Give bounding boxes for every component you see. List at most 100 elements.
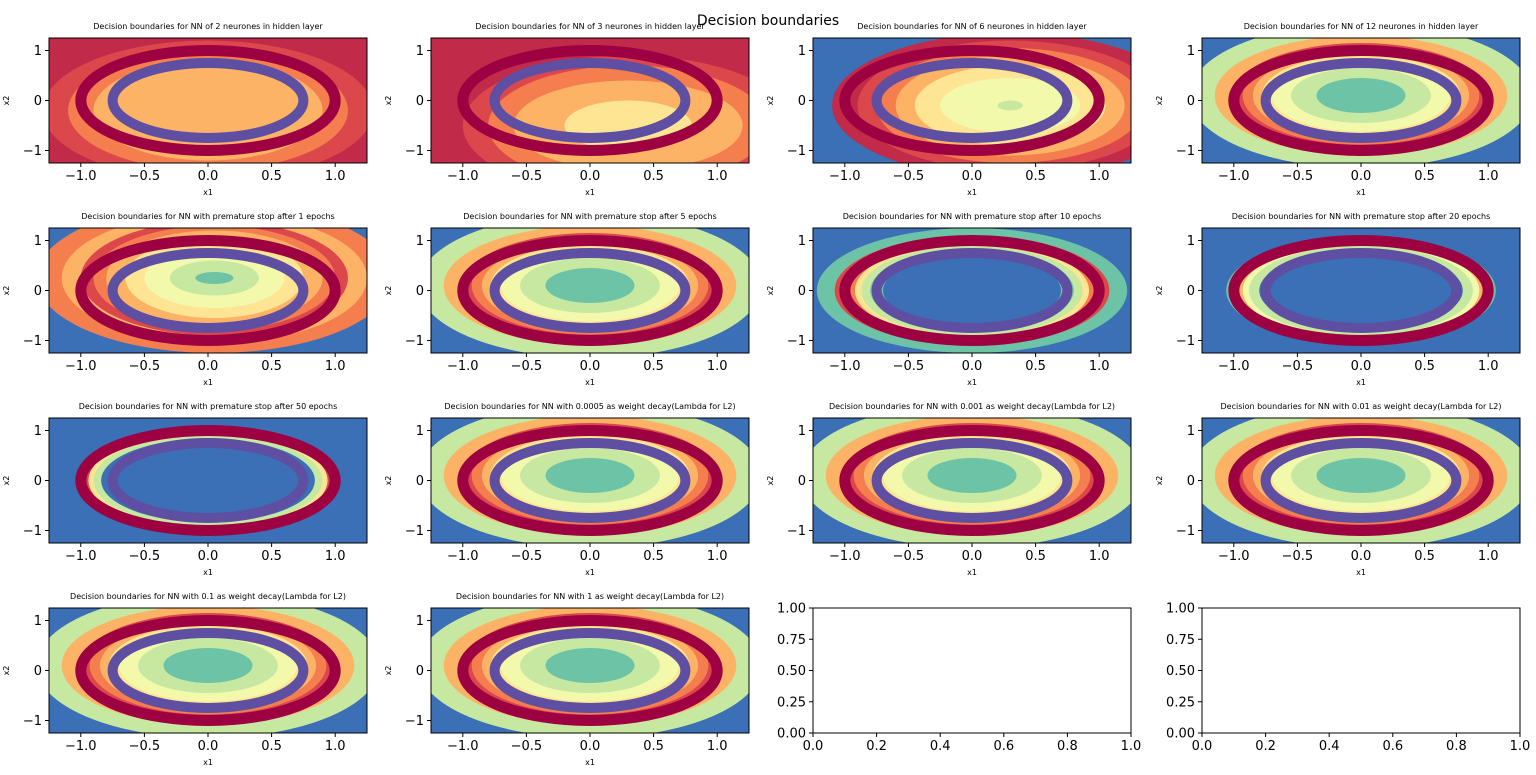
y-tick-label: 0: [798, 474, 806, 489]
y-tick-label: 1: [798, 424, 806, 439]
outer-ring-points: [839, 235, 1105, 346]
y-axis-label: x2: [2, 96, 11, 106]
x-tick-label: 0.5: [643, 549, 664, 564]
x-tick-label: 0.5: [261, 739, 282, 754]
subplot-2: −1.0 −0.5 0.0 0.5 1.0 −1 0 1 Decision boundaries…: [384, 22, 750, 197]
y-tick-label: 0: [416, 664, 424, 679]
x-tick-label: 1.0: [1089, 359, 1110, 374]
x-tick-label: 0.0: [198, 739, 219, 754]
y-axis-label: x2: [2, 476, 11, 486]
y-axis-label: x2: [384, 476, 393, 486]
y-tick-label: 1.00: [777, 602, 806, 617]
inner-ring-points: [1260, 58, 1462, 143]
x-tick-label: −0.5: [129, 549, 161, 564]
subplot-title: Decision boundaries for NN of 6 neurones…: [857, 22, 1087, 31]
x-tick-label: −0.5: [893, 169, 925, 184]
y-axis-label: x2: [384, 666, 393, 676]
subplot-title: Decision boundaries for NN with 0.001 as…: [829, 402, 1115, 411]
y-axis-label: x2: [1155, 286, 1164, 296]
x-tick-label: 0.5: [643, 359, 664, 374]
subplot-9: −1.0 −0.5 0.0 0.5 1.0 −1 0 1 Decision boundaries…: [2, 402, 368, 577]
y-tick-label: −1: [405, 334, 424, 349]
x-axis-label: x1: [1356, 378, 1366, 387]
y-tick-label: −1: [23, 334, 42, 349]
contour-fill: [1202, 38, 1520, 163]
y-tick-label: 0: [34, 664, 42, 679]
axes-frame: [812, 607, 1132, 734]
y-tick-label: −1: [1176, 144, 1195, 159]
inner-ring-points: [107, 58, 309, 143]
y-axis-label: x2: [384, 286, 393, 296]
x-tick-label: −1.0: [829, 169, 861, 184]
contour-band-0: [545, 458, 635, 493]
inner-ring-points: [1260, 438, 1462, 523]
outer-ring-points: [1228, 235, 1494, 346]
x-tick-label: 0.5: [1414, 359, 1435, 374]
y-tick-label: 0: [1187, 284, 1195, 299]
subplot-7: −1.0 −0.5 0.0 0.5 1.0 −1 0 1 Decision boundaries…: [766, 212, 1132, 387]
y-tick-label: −1: [787, 524, 806, 539]
subplot-3: −1.0 −0.5 0.0 0.5 1.0 −1 0 1 Decision boundaries…: [766, 22, 1132, 197]
x-tick-label: 1.0: [1478, 169, 1499, 184]
contour-fill: [813, 38, 1131, 163]
y-tick-label: 0.50: [777, 664, 806, 679]
y-tick-label: 0.00: [1166, 727, 1195, 742]
inner-ring-points: [107, 438, 309, 523]
x-tick-label: −0.5: [893, 359, 925, 374]
outer-ring-points: [75, 45, 341, 156]
x-tick-label: −0.5: [511, 359, 543, 374]
y-tick-label: 1: [34, 234, 42, 249]
y-tick-label: 1: [798, 234, 806, 249]
x-tick-label: −1.0: [1218, 169, 1250, 184]
contour-band-0: [927, 458, 1017, 493]
x-tick-label: 0.5: [1414, 549, 1435, 564]
y-tick-label: 1: [1187, 424, 1195, 439]
x-tick-label: 0.0: [1351, 359, 1372, 374]
y-axis-label: x2: [1155, 476, 1164, 486]
x-tick-label: 1.0: [707, 169, 728, 184]
subplot-title: Decision boundaries for NN with prematur…: [463, 212, 716, 221]
x-tick-label: −0.5: [1282, 169, 1314, 184]
x-tick-label: −0.5: [129, 169, 161, 184]
y-tick-label: 0: [34, 94, 42, 109]
subplot-title: Decision boundaries for NN with prematur…: [79, 402, 338, 411]
x-axis-label: x1: [585, 568, 595, 577]
x-tick-label: 0.5: [1025, 549, 1046, 564]
inner-ring-points: [871, 58, 1073, 143]
contour-band-0: [882, 255, 1062, 326]
x-tick-label: 1.0: [325, 739, 346, 754]
x-tick-label: −0.5: [129, 359, 161, 374]
contour-fill: [431, 38, 749, 163]
x-tick-label: 1.0: [1478, 549, 1499, 564]
x-axis-label: x1: [1356, 568, 1366, 577]
contour-band-0: [1259, 250, 1463, 331]
x-axis-label: x1: [967, 568, 977, 577]
x-tick-label: −1.0: [447, 739, 479, 754]
x-tick-label: 0.8: [1446, 739, 1467, 754]
subplot-5: −1.0 −0.5 0.0 0.5 1.0 −1 0 1 Decision boundaries…: [2, 212, 368, 387]
y-tick-label: −1: [787, 144, 806, 159]
outer-ring-points: [75, 235, 341, 346]
contour-fill: [1202, 418, 1520, 543]
y-tick-label: 1: [416, 234, 424, 249]
y-tick-label: 1: [798, 44, 806, 59]
x-tick-label: 0.5: [261, 359, 282, 374]
subplot-grid: −1.0 −0.5 0.0 0.5 1.0 −1 0 1 Decision boundaries…: [2, 22, 1530, 767]
y-tick-label: 0: [416, 284, 424, 299]
outer-ring-points: [75, 615, 341, 726]
y-tick-label: −1: [23, 524, 42, 539]
contour-fill: [813, 418, 1131, 543]
contour-fill: [49, 38, 367, 163]
contour-band-0: [1316, 78, 1406, 113]
x-tick-label: 0.6: [1382, 739, 1403, 754]
x-tick-label: 1.0: [1089, 169, 1110, 184]
x-tick-label: 0.0: [198, 549, 219, 564]
contour-band-0: [163, 648, 253, 683]
subplot-10: −1.0 −0.5 0.0 0.5 1.0 −1 0 1 Decision boundaries…: [384, 402, 750, 577]
inner-ring-points: [489, 438, 691, 523]
x-tick-label: 0.0: [1351, 549, 1372, 564]
x-axis-label: x1: [585, 758, 595, 767]
x-tick-label: −1.0: [1218, 549, 1250, 564]
y-tick-label: 1: [34, 614, 42, 629]
